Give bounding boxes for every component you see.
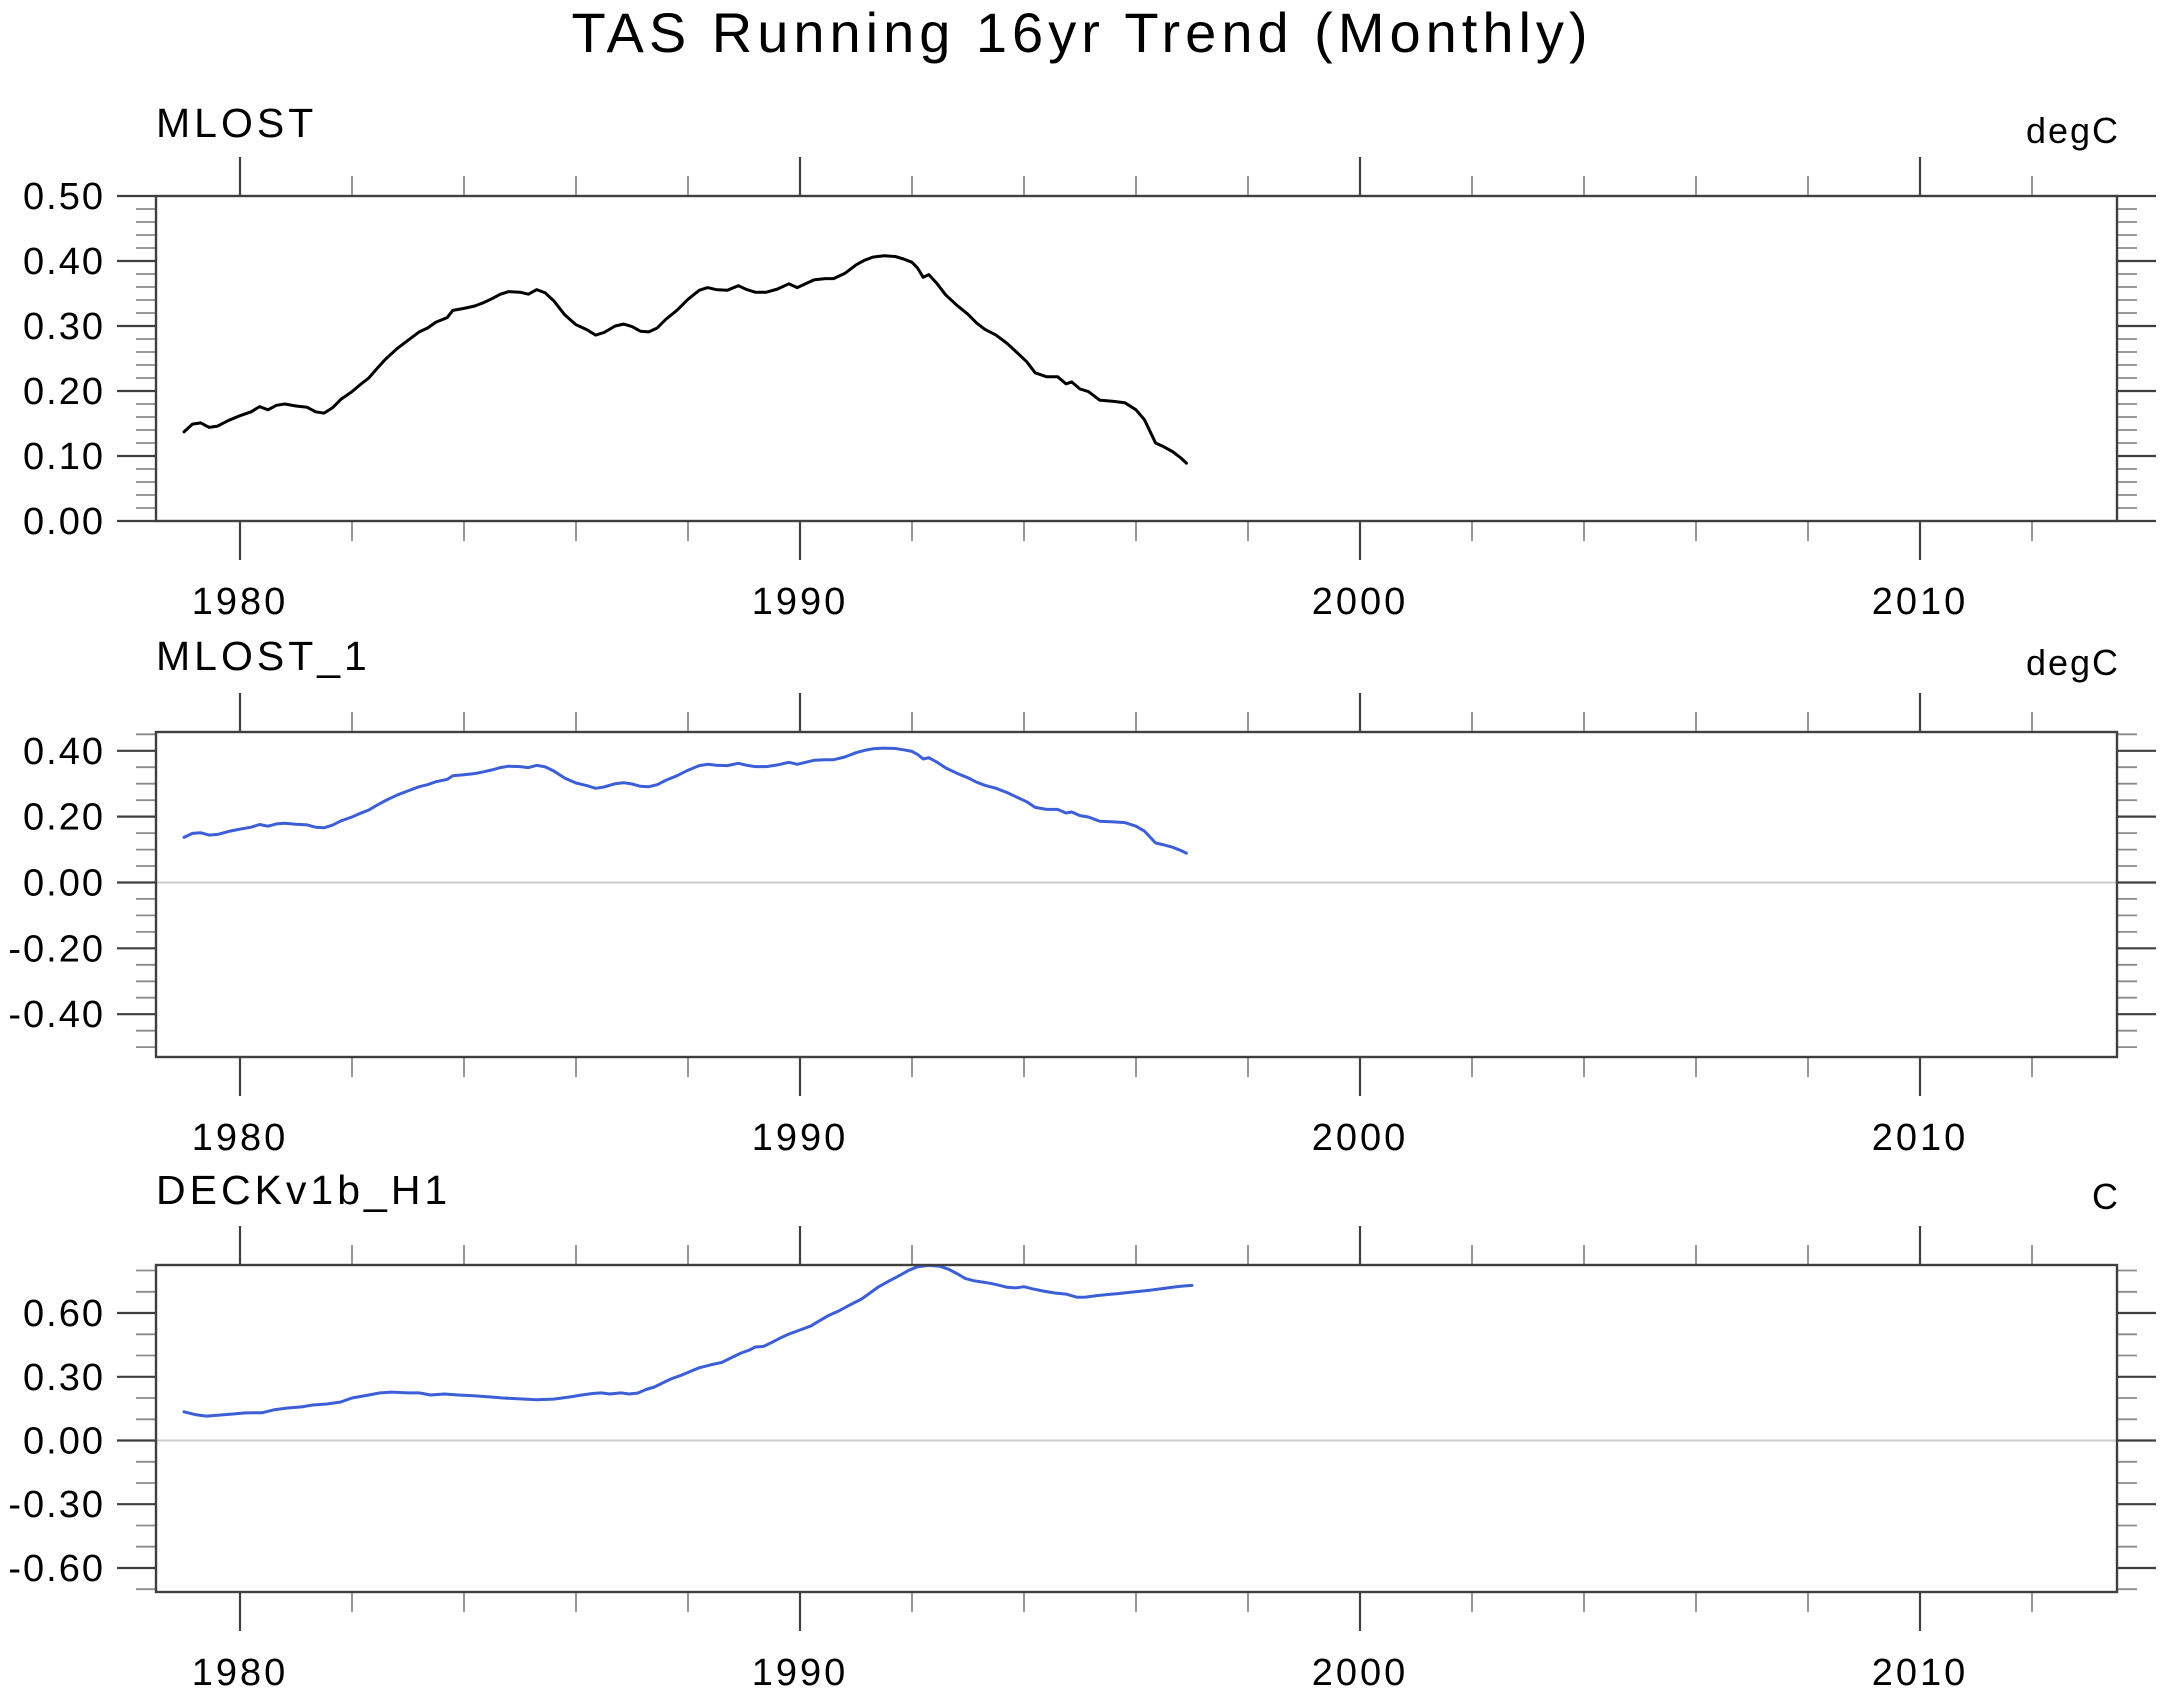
- x-axis-tick-label: 2000: [1312, 1117, 1409, 1159]
- x-axis-tick-label: 2010: [1872, 1652, 1969, 1694]
- x-axis-tick-label: 2000: [1312, 581, 1409, 623]
- data-line-mlost: [182, 254, 1188, 465]
- y-axis-tick-label: -0.40: [8, 994, 105, 1036]
- data-line-deckv1b_h1: [182, 1263, 1194, 1418]
- y-axis-tick-label: 0.20: [23, 797, 105, 839]
- chart-title-mlost-1: MLOST_1: [156, 633, 371, 679]
- y-axis-tick-label: -0.20: [8, 928, 105, 970]
- plot-box: [154, 194, 2119, 523]
- x-axis-tick-label: 1980: [192, 1117, 289, 1159]
- y-axis-tick-label: 0.20: [23, 371, 105, 413]
- chart-title-mlost: MLOST: [156, 100, 318, 146]
- y-axis-tick-label: 0.30: [23, 306, 105, 348]
- plot-box: [154, 730, 2119, 1059]
- y-axis-tick-label: 0.00: [23, 501, 105, 543]
- y-axis-tick-label: 0.30: [23, 1357, 105, 1399]
- y-axis-tick-label: 0.50: [23, 176, 105, 218]
- y-axis-tick-label: 0.60: [23, 1293, 105, 1335]
- unit-label-deckv1b-h1: C: [2092, 1176, 2120, 1217]
- x-axis-tick-label: 2010: [1872, 581, 1969, 623]
- chart-title-deckv1b-h1: DECKv1b_H1: [156, 1167, 452, 1213]
- y-axis-tick-label: 0.40: [23, 731, 105, 773]
- unit-label-mlost: degC: [2025, 110, 2120, 151]
- x-axis-tick-label: 1990: [752, 1117, 849, 1159]
- y-axis-tick-label: 0.10: [23, 436, 105, 478]
- y-axis-tick-label: 0.00: [23, 863, 105, 905]
- data-line-mlost_1: [182, 746, 1188, 855]
- y-axis-tick-label: 0.00: [23, 1421, 105, 1463]
- y-axis-tick-label: 0.40: [23, 241, 105, 283]
- y-axis-tick-label: -0.30: [8, 1484, 105, 1526]
- page-title: TAS Running 16yr Trend (Monthly): [571, 1, 1593, 64]
- x-axis-tick-label: 1980: [192, 1652, 289, 1694]
- x-axis-tick-label: 1990: [752, 581, 849, 623]
- x-axis-tick-label: 2010: [1872, 1117, 1969, 1159]
- unit-label-mlost-1: degC: [2025, 642, 2120, 683]
- plot-box: [154, 1263, 2119, 1594]
- x-axis-tick-label: 1980: [192, 581, 289, 623]
- x-axis-tick-label: 2000: [1312, 1652, 1409, 1694]
- y-axis-tick-label: -0.60: [8, 1548, 105, 1590]
- x-axis-tick-label: 1990: [752, 1652, 849, 1694]
